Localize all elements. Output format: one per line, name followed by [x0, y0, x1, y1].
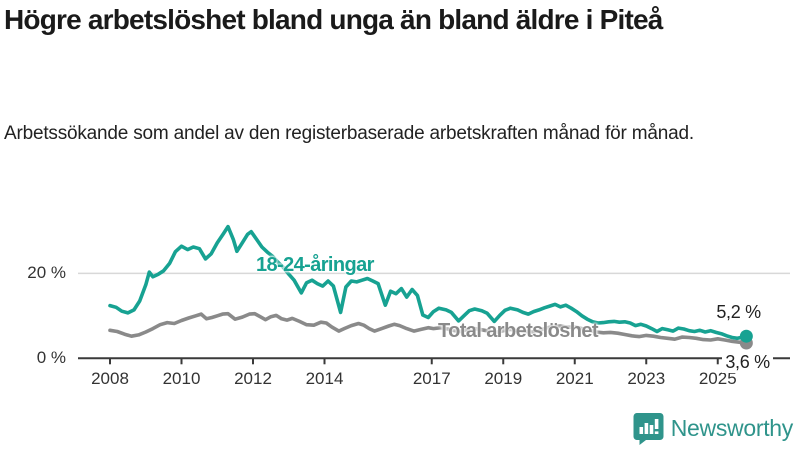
- x-axis-label-2008: 2008: [91, 369, 129, 388]
- series-label-youth: 18-24-åringar: [256, 254, 374, 276]
- newsworthy-logo[interactable]: Newsworthy: [633, 412, 793, 445]
- y-axis-label-0: 0 %: [36, 348, 66, 368]
- end-value-label-1: 5,2 %: [716, 302, 761, 323]
- end-value-label-0: 3,6 %: [722, 352, 773, 373]
- page-title: Högre arbetslöshet bland unga än bland ä…: [4, 4, 663, 35]
- x-axis-label-2017: 2017: [412, 369, 451, 388]
- y-axis-label-20: 20 %: [27, 263, 66, 283]
- x-axis-label-2019: 2019: [484, 369, 523, 388]
- x-axis-label-2010: 2010: [162, 369, 201, 388]
- x-axis-label-2023: 2023: [627, 369, 666, 388]
- series-label-total: Total arbetslöshet: [438, 320, 599, 342]
- bar-chart-speech-bubble-icon: [633, 413, 664, 445]
- series-line-1: [108, 224, 749, 341]
- x-axis-label-2025: 2025: [698, 369, 737, 388]
- logo-text: Newsworthy: [670, 415, 794, 441]
- series-line-0: [108, 311, 749, 345]
- x-axis-label-2021: 2021: [555, 369, 594, 388]
- x-axis-label-2014: 2014: [305, 369, 344, 388]
- x-axis-label-2012: 2012: [234, 369, 272, 388]
- chart-subtitle: Arbetssökande som andel av den registerb…: [4, 123, 694, 144]
- end-dot-1: [739, 329, 753, 343]
